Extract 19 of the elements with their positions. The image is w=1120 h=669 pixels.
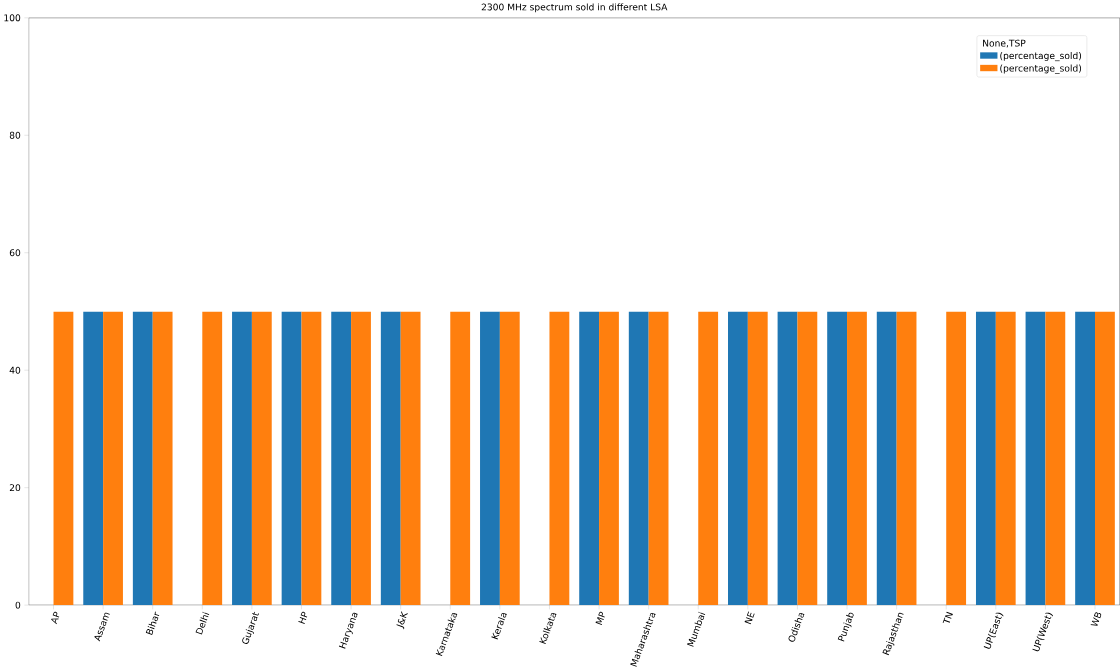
y-tick-label: 40: [9, 366, 21, 374]
y-tick-label: 20: [9, 484, 21, 492]
legend-label: (percentage_sold): [1000, 64, 1082, 74]
x-tick-label: WB: [1090, 612, 1102, 626]
x-tick-label: HP: [298, 611, 308, 625]
x-tick-label: AP: [51, 611, 60, 625]
y-tick-label: 0: [15, 601, 21, 609]
y-tick-label: 100: [4, 14, 21, 22]
y-tick-label: 80: [9, 131, 21, 139]
y-tick-label: 60: [9, 249, 21, 257]
x-tick-label: TN: [942, 611, 953, 623]
x-tick-label: NE: [744, 611, 755, 625]
legend-title: None,TSP: [983, 39, 1026, 48]
x-tick-label: J&K: [396, 611, 408, 630]
x-tick-label: Delhi: [195, 611, 210, 635]
x-tick-label: MP: [595, 611, 605, 626]
x-tick-label: Bihar: [145, 611, 160, 636]
legend-label: (percentage_sold): [1000, 52, 1082, 62]
chart-title: 2300 MHz spectrum sold in different LSA: [481, 3, 668, 13]
